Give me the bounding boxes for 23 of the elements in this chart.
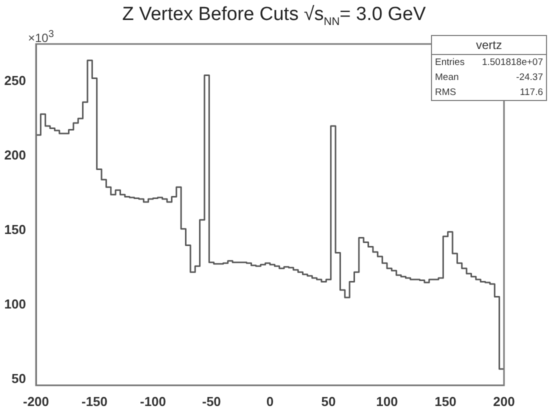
annotation: Mean xyxy=(435,72,459,83)
y-tick-label: 100 xyxy=(4,296,26,312)
y-tick-label: 50 xyxy=(12,371,26,386)
annotation: Entries xyxy=(435,57,465,68)
x-tick-label: 100 xyxy=(376,394,398,409)
x-tick-label: 50 xyxy=(321,394,336,409)
x-tick-label: -100 xyxy=(140,394,166,409)
y-tick-label: 200 xyxy=(4,147,26,162)
text: -24.37 xyxy=(516,72,543,83)
chart-title: Z Vertex Before Cuts √s$_{NN}$= 3.0 GeV xyxy=(121,4,427,28)
text: 117.6 xyxy=(520,87,543,98)
x-tick-label: -200 xyxy=(22,394,50,409)
y-tick-label: 250 xyxy=(4,72,26,88)
annotation: RMS xyxy=(435,87,456,98)
x-tick-label: -150 xyxy=(81,394,108,409)
annotation: vertz xyxy=(432,36,546,55)
annotation: ×10$^{3}$ xyxy=(28,29,54,45)
x-tick-label: 0 xyxy=(266,394,274,409)
x-tick-label: -50 xyxy=(202,394,221,409)
annotation: 1.501818e+07 xyxy=(482,57,543,68)
x-tick-label: 150 xyxy=(434,394,456,409)
y-tick-label: 150 xyxy=(4,222,26,237)
x-tick-label: 200 xyxy=(493,394,515,409)
